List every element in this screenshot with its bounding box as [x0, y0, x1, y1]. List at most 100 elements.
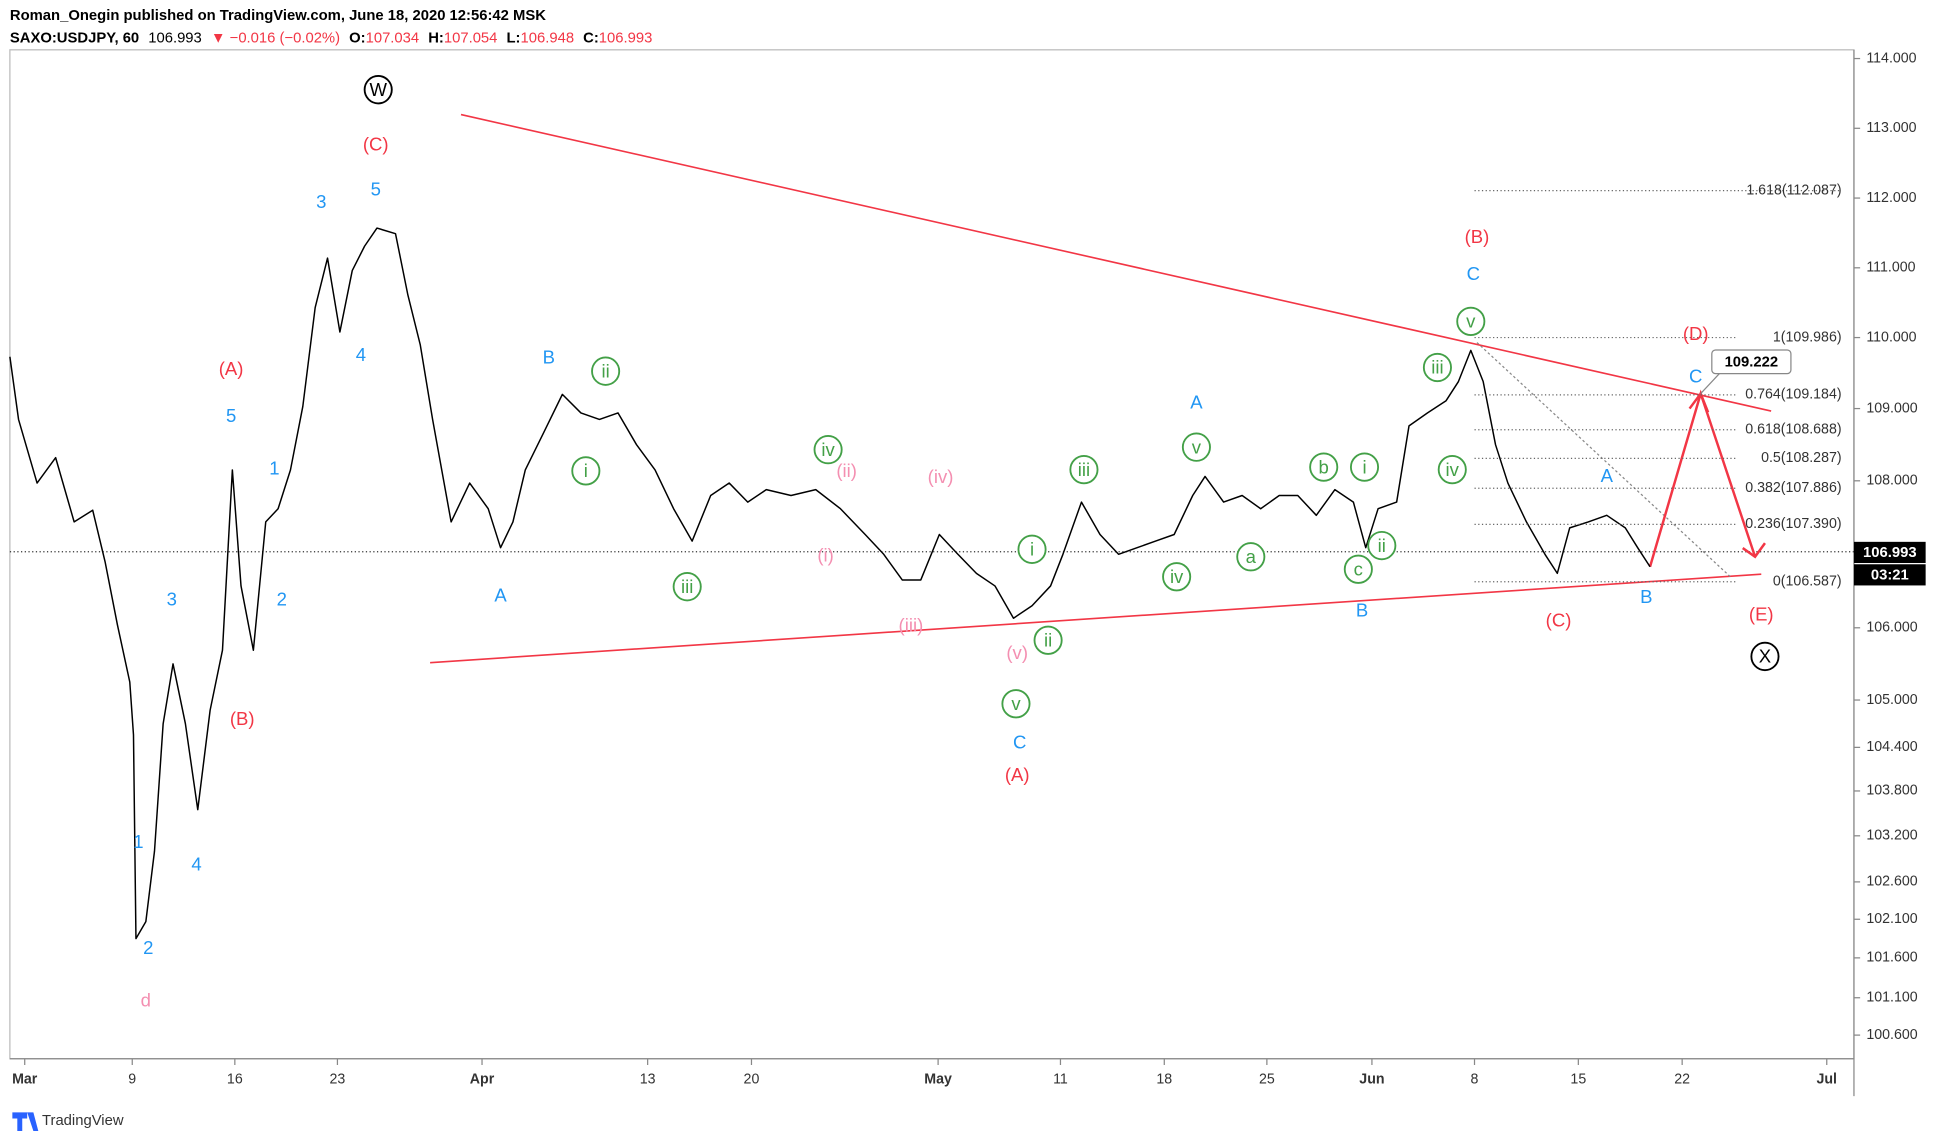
y-tick-label: 112.000: [1866, 190, 1916, 206]
publisher: Roman_Onegin published on TradingView.co…: [10, 8, 546, 24]
fib-label: 0.5(108.287): [1761, 450, 1841, 466]
lower-trendline: [430, 573, 1762, 664]
y-tick-label: 102.600: [1866, 874, 1917, 890]
wave-label: (B): [1465, 226, 1490, 247]
wave-label: iv: [1446, 459, 1460, 480]
y-tick-label: 102.100: [1866, 911, 1917, 927]
wave-label: c: [1354, 558, 1363, 579]
wave-label: iii: [681, 576, 693, 597]
wave-label: d: [141, 989, 151, 1010]
wave-label: (C): [1546, 609, 1572, 630]
wave-label: (iii): [899, 614, 924, 635]
wave-circle: [1343, 554, 1373, 584]
y-tick-label: 101.600: [1866, 950, 1917, 966]
last-price-label: 106.993: [1863, 545, 1917, 561]
wave-label: (A): [219, 358, 244, 379]
wave-circle: [672, 572, 702, 602]
wave-label: X: [1759, 646, 1772, 667]
y-tick-label: 114.000: [1866, 50, 1916, 66]
close: 106.993: [599, 31, 653, 47]
wave-circle: [1069, 454, 1099, 485]
wave-label: 3: [167, 588, 177, 609]
wave-label: 4: [191, 854, 201, 875]
wave-label: 4: [356, 344, 366, 365]
wave-label: iii: [1078, 459, 1090, 480]
wave-label: C: [1689, 365, 1702, 386]
x-tick-label: 18: [1156, 1072, 1172, 1088]
wave-label: iii: [1431, 357, 1443, 378]
y-tick-label: 106.000: [1866, 620, 1917, 636]
wave-label: 3: [316, 191, 326, 212]
wave-label: v: [1192, 436, 1202, 457]
fib-label: 0.618(108.688): [1745, 421, 1841, 437]
x-tick-label: Jun: [1359, 1072, 1384, 1088]
wave-label: ii: [602, 360, 610, 381]
x-tick-label: 8: [1471, 1072, 1479, 1088]
wave-circle: [1181, 432, 1211, 462]
wave-label: 1: [133, 831, 143, 852]
last: 106.993: [148, 31, 202, 47]
wave-label: B: [1356, 599, 1368, 620]
x-tick-label: 16: [227, 1072, 243, 1088]
callout-box: [1711, 349, 1792, 375]
arrow-head: [1742, 542, 1766, 559]
wave-label: 5: [226, 405, 236, 426]
high: 107.054: [444, 31, 498, 47]
wave-label: A: [1190, 391, 1203, 412]
wave-circle: [1236, 542, 1266, 572]
x-tick-label: 22: [1674, 1072, 1690, 1088]
wave-label: (E): [1749, 603, 1774, 624]
wave-circle: [1367, 530, 1397, 561]
wave-label: (C): [363, 134, 389, 155]
wave-label: A: [1601, 465, 1614, 486]
wave-label: i: [1362, 456, 1366, 477]
last-price-box: [1853, 541, 1926, 564]
callout-stem: [1700, 372, 1721, 395]
brand: TradingView: [42, 1113, 124, 1129]
upper-trendline: [460, 113, 1772, 412]
wave-label: ii: [1378, 535, 1386, 556]
x-tick-label: Mar: [12, 1072, 38, 1088]
wave-label: (A): [1005, 764, 1030, 785]
x-tick-label: 23: [330, 1072, 346, 1088]
wave-label: i: [1030, 538, 1034, 559]
change: ▼ −0.016 (−0.02%): [211, 31, 340, 47]
wave-circle: [1750, 641, 1780, 672]
y-tick-label: 100.600: [1866, 1027, 1917, 1043]
open: 107.034: [366, 31, 420, 47]
countdown: 03:21: [1871, 567, 1909, 583]
y-tick-label: 111.000: [1866, 260, 1915, 276]
x-tick-label: 9: [128, 1072, 136, 1088]
x-tick-label: 20: [744, 1072, 760, 1088]
y-tick-label: 103.800: [1866, 783, 1917, 799]
wave-label: iv: [1170, 566, 1184, 587]
wave-label: (ii): [836, 460, 857, 481]
wave-circle: [1437, 454, 1467, 485]
projection-arrow: [1648, 389, 1757, 568]
logo-icon: [12, 1112, 39, 1132]
target-label: 109.222: [1725, 354, 1779, 370]
wave-label: a: [1246, 546, 1257, 567]
wave-label: C: [1013, 732, 1026, 753]
fib-label: 1.618(112.087): [1746, 182, 1841, 198]
wave-circle: [591, 356, 621, 386]
wave-label: i: [584, 460, 588, 481]
wave-circle: [1001, 689, 1031, 719]
y-tick-label: 103.200: [1866, 828, 1917, 844]
wave-circle: [813, 435, 843, 465]
fib-label: 0(106.587): [1773, 573, 1842, 589]
wave-label: ii: [1044, 629, 1052, 650]
y-tick-label: 104.400: [1866, 739, 1917, 755]
wave-circle: [1349, 452, 1380, 482]
wave-circle: [1033, 625, 1063, 655]
fib-label: 0.236(107.390): [1745, 516, 1841, 532]
wave-label: iv: [821, 439, 835, 460]
l-label: L:: [507, 31, 521, 47]
wave-circle: [1162, 562, 1192, 592]
wave-label: (i): [817, 545, 833, 566]
y-tick-label: 101.100: [1866, 989, 1917, 1005]
wave-circle: [1309, 452, 1339, 482]
o-label: O:: [349, 31, 365, 47]
wave-label: A: [494, 585, 507, 606]
